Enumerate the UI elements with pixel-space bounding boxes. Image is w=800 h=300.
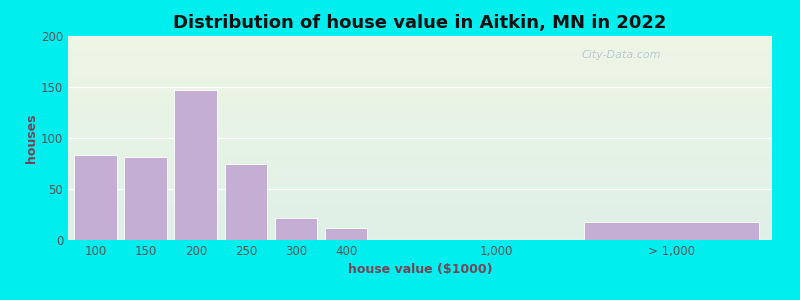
- Bar: [274, 218, 318, 240]
- Bar: [74, 155, 117, 240]
- Text: City-Data.com: City-Data.com: [582, 50, 662, 60]
- Title: Distribution of house value in Aitkin, MN in 2022: Distribution of house value in Aitkin, M…: [174, 14, 666, 32]
- Bar: [225, 164, 267, 240]
- Bar: [325, 228, 367, 240]
- Bar: [124, 158, 167, 240]
- Y-axis label: houses: houses: [25, 113, 38, 163]
- X-axis label: house value ($1000): house value ($1000): [348, 263, 492, 276]
- Bar: [584, 222, 759, 240]
- Bar: [174, 90, 217, 240]
